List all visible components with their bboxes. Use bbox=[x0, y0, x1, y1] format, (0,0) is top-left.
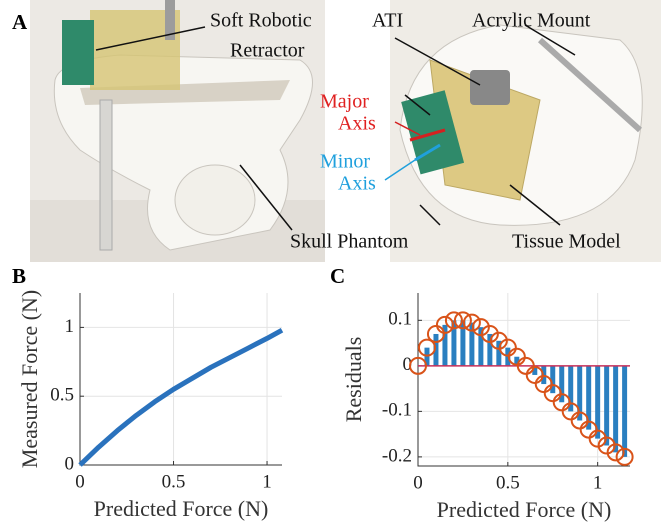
y-tick-label: -0.1 bbox=[382, 400, 412, 421]
annotation: Axis bbox=[338, 113, 376, 135]
x-tick-label: 0 bbox=[75, 471, 85, 492]
x-tick-label: 0 bbox=[413, 472, 423, 493]
annotation: Skull Phantom bbox=[290, 231, 409, 253]
x-tick-label: 0.5 bbox=[496, 472, 520, 493]
x-tick-label: 1 bbox=[593, 472, 603, 493]
panel-label: C bbox=[330, 264, 345, 288]
annotation: Minor bbox=[320, 151, 370, 173]
panel-label: A bbox=[12, 10, 28, 34]
line-series bbox=[80, 330, 282, 465]
panel-label: B bbox=[12, 264, 26, 288]
annotation: Soft Robotic bbox=[210, 10, 312, 32]
annotation: Axis bbox=[338, 173, 376, 195]
photo-right bbox=[385, 0, 661, 262]
y-tick-label: 0.1 bbox=[388, 309, 412, 330]
y-axis-label: Measured Force (N) bbox=[17, 290, 42, 468]
x-tick-label: 1 bbox=[262, 471, 272, 492]
annotation: Major bbox=[320, 91, 369, 113]
annotation: ATI bbox=[372, 10, 403, 32]
y-tick-label: 0.5 bbox=[50, 385, 74, 406]
annotation: Acrylic Mount bbox=[472, 10, 591, 32]
y-tick-label: -0.2 bbox=[382, 445, 412, 466]
x-axis-label: Predicted Force (N) bbox=[94, 496, 269, 521]
figure: A B C Soft Robotic Retractor ATI Acrylic… bbox=[0, 0, 661, 531]
x-tick-label: 0.5 bbox=[162, 471, 186, 492]
y-tick-label: 0 bbox=[65, 453, 75, 474]
y-axis-label: Residuals bbox=[341, 337, 366, 423]
annotation: Retractor bbox=[230, 40, 305, 62]
x-axis-label: Predicted Force (N) bbox=[437, 497, 612, 522]
annotation: Tissue Model bbox=[512, 231, 621, 253]
y-tick-label: 1 bbox=[65, 316, 75, 337]
